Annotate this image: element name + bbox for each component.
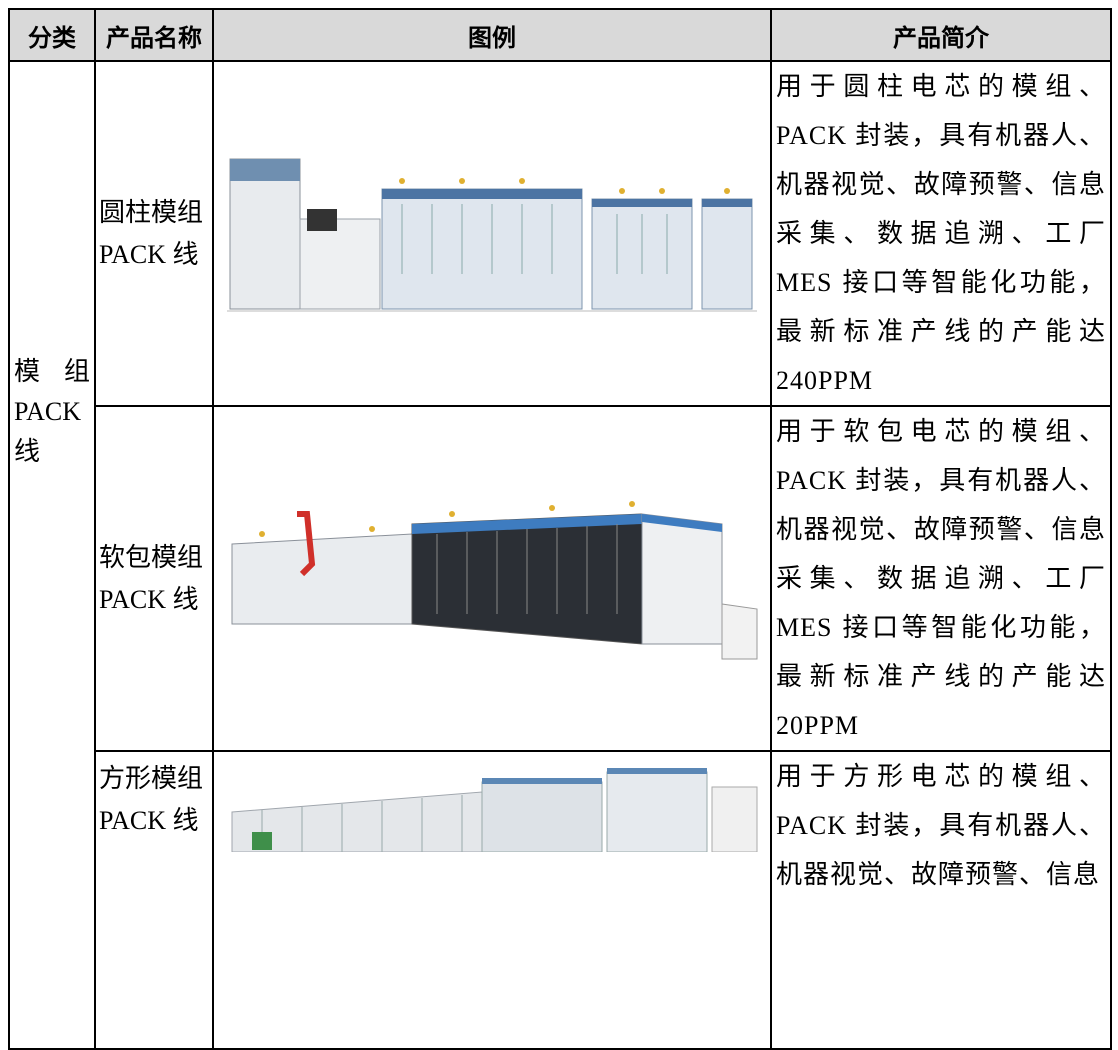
product-name: 圆柱模组PACK 线 — [94, 60, 214, 407]
image-cell — [212, 750, 772, 1050]
machine-illustration — [231, 500, 758, 659]
category-cell: 模组PACK线 — [8, 60, 96, 1050]
machine-illustration — [227, 158, 757, 311]
header-cell: 产品名称 — [94, 8, 214, 62]
row: 软包模组PACK 线 用于软包电芯的模组、PACK 封装，具有机器人、机器视觉、… — [9, 405, 1112, 752]
product-name: 软包模组PACK 线 — [94, 405, 214, 752]
image-cell — [212, 60, 772, 407]
product-table: 分类 产品名称 图例 产品简介 模组PACK线 圆柱模组PACK 线 — [8, 8, 1112, 1050]
row: 模组PACK线 圆柱模组PACK 线 用于圆柱电芯 — [8, 60, 1112, 1050]
header-cell: 分类 — [8, 8, 96, 62]
product-name: 方形模组PACK 线 — [94, 750, 214, 1050]
page: {"table": { "header": ["分类", "产品名称", "图例… — [8, 8, 1112, 1050]
image-cell — [212, 405, 772, 752]
header-cell: 图例 — [212, 8, 772, 62]
product-description: 用于软包电芯的模组、PACK 封装，具有机器人、机器视觉、故障预警、信息采集、数… — [770, 405, 1112, 752]
product-description: 用于圆柱电芯的模组、PACK 封装，具有机器人、机器视觉、故障预警、信息采集、数… — [770, 60, 1112, 407]
header-row: 分类 产品名称 图例 产品简介 — [8, 8, 1112, 62]
header-cell: 产品简介 — [770, 8, 1112, 62]
table-wrap: 分类 产品名称 图例 产品简介 模组PACK线 圆柱模组PACK 线 — [8, 8, 1112, 1050]
machine-illustration — [231, 768, 758, 852]
product-description: 用于方形电芯的模组、PACK 封装，具有机器人、机器视觉、故障预警、信息 — [770, 750, 1112, 1050]
row: 方形模组PACK 线 用于方形电芯的模组、PACK 封装，具有机器人、机器视觉、… — [9, 750, 1112, 1050]
